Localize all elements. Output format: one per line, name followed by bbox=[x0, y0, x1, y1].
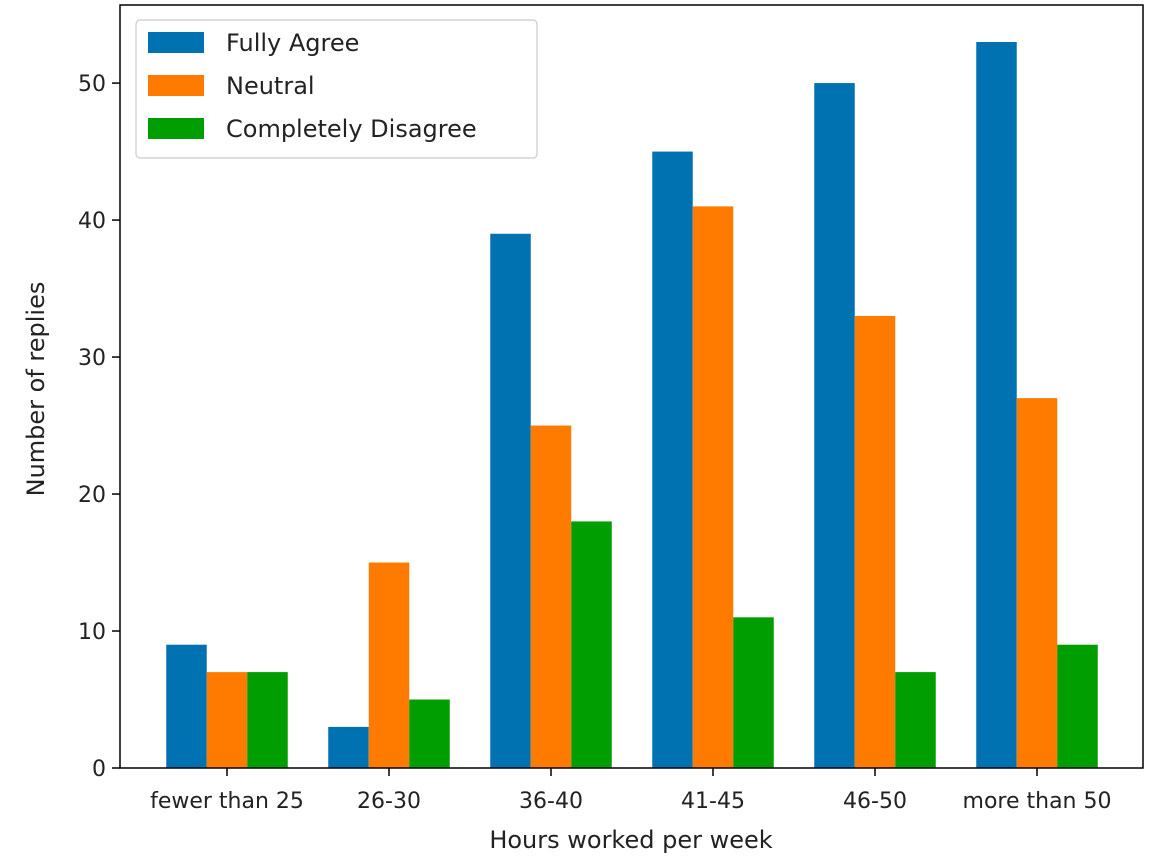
bar-fully-agree-36-40 bbox=[490, 233, 531, 768]
bar-fully-agree-26-30 bbox=[328, 726, 369, 768]
legend-label-fully-agree: Fully Agree bbox=[226, 29, 359, 57]
y-tick-label: 50 bbox=[78, 72, 106, 97]
bars-layer bbox=[166, 41, 1098, 769]
bar-fully-agree-fewer-than-25 bbox=[166, 644, 207, 768]
legend-swatch-neutral bbox=[148, 75, 204, 96]
y-axis-label: Number of replies bbox=[22, 282, 50, 497]
bar-neutral-36-40 bbox=[530, 425, 572, 768]
bar-completely-disagree-46-50 bbox=[895, 672, 936, 768]
y-tick-label: 20 bbox=[78, 483, 106, 508]
bar-neutral-46-50 bbox=[854, 315, 896, 768]
legend: Fully Agree Neutral Completely Disagree bbox=[135, 19, 538, 159]
bar-completely-disagree-36-40 bbox=[571, 521, 612, 768]
y-tick-label: 30 bbox=[78, 346, 106, 371]
legend-label-neutral: Neutral bbox=[226, 72, 315, 100]
x-tick-label: 46-50 bbox=[843, 789, 907, 814]
bar-neutral-41-45 bbox=[692, 206, 734, 768]
x-tick-label: 41-45 bbox=[681, 789, 745, 814]
x-axis: fewer than 25 26-30 36-40 41-45 46-50 more th… bbox=[150, 768, 1111, 814]
bar-completely-disagree-26-30 bbox=[409, 699, 450, 768]
plot-frame bbox=[119, 4, 1144, 769]
legend-swatch-fully-agree bbox=[148, 32, 204, 53]
x-tick-label: 26-30 bbox=[357, 789, 421, 814]
y-axis: 0 10 20 30 40 50 bbox=[78, 72, 120, 782]
bar-fully-agree-41-45 bbox=[652, 151, 693, 768]
bar-completely-disagree-41-45 bbox=[733, 617, 774, 768]
legend-box bbox=[135, 19, 538, 159]
legend-swatch-completely-disagree bbox=[148, 118, 204, 139]
bar-completely-disagree-more-than-50 bbox=[1057, 644, 1098, 768]
bar-fully-agree-more-than-50 bbox=[976, 41, 1017, 769]
bar-neutral-26-30 bbox=[368, 562, 410, 768]
y-tick-label: 40 bbox=[78, 209, 106, 234]
legend-label-completely-disagree: Completely Disagree bbox=[226, 115, 477, 143]
x-tick-label: more than 50 bbox=[963, 789, 1112, 814]
y-tick-label: 10 bbox=[78, 620, 106, 645]
x-tick-label: 36-40 bbox=[519, 789, 583, 814]
y-tick-label: 0 bbox=[92, 757, 106, 782]
x-tick-label: fewer than 25 bbox=[150, 789, 304, 814]
bar-neutral-more-than-50 bbox=[1016, 398, 1058, 768]
bar-completely-disagree-fewer-than-25 bbox=[247, 672, 288, 768]
x-axis-label: Hours worked per week bbox=[489, 826, 772, 854]
bar-neutral-fewer-than-25 bbox=[206, 672, 248, 768]
bar-fully-agree-46-50 bbox=[814, 83, 855, 768]
